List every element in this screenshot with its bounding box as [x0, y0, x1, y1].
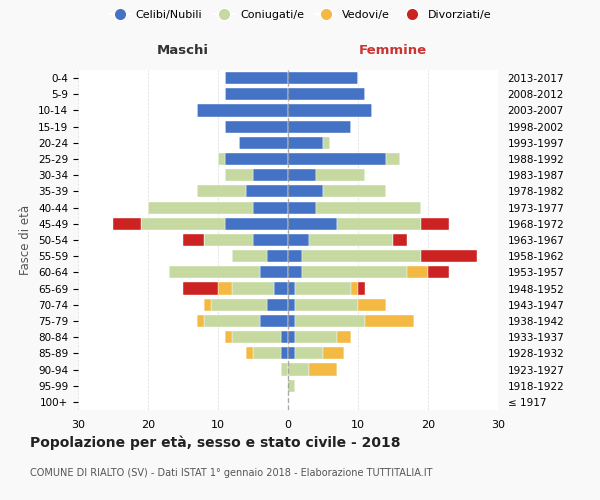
Text: Femmine: Femmine — [359, 44, 427, 57]
Bar — [393, 234, 407, 246]
Bar — [295, 298, 358, 311]
Bar — [386, 153, 400, 165]
Bar — [288, 104, 372, 117]
Bar — [225, 120, 288, 132]
Bar — [337, 331, 351, 343]
Bar — [232, 282, 274, 294]
Bar — [211, 298, 267, 311]
Bar — [288, 331, 295, 343]
Bar — [323, 137, 330, 149]
Bar — [288, 153, 386, 165]
Bar — [323, 186, 386, 198]
Bar — [288, 234, 309, 246]
Bar — [288, 298, 295, 311]
Bar — [309, 364, 337, 376]
Bar — [428, 266, 449, 278]
Bar — [197, 315, 204, 327]
Bar — [302, 266, 407, 278]
Bar — [225, 88, 288, 101]
Bar — [197, 104, 288, 117]
Bar — [302, 250, 421, 262]
Bar — [288, 364, 309, 376]
Bar — [183, 234, 204, 246]
Bar — [225, 218, 288, 230]
Bar — [295, 348, 323, 360]
Bar — [246, 186, 288, 198]
Bar — [421, 250, 477, 262]
Bar — [358, 282, 365, 294]
Bar — [295, 315, 365, 327]
Bar — [337, 218, 421, 230]
Bar — [316, 202, 421, 213]
Bar — [288, 72, 358, 84]
Bar — [316, 169, 365, 181]
Text: Popolazione per età, sesso e stato civile - 2018: Popolazione per età, sesso e stato civil… — [30, 435, 401, 450]
Bar — [288, 315, 295, 327]
Bar — [288, 250, 302, 262]
Bar — [407, 266, 428, 278]
Bar — [295, 282, 351, 294]
Bar — [267, 298, 288, 311]
Bar — [260, 315, 288, 327]
Bar — [281, 331, 288, 343]
Bar — [113, 218, 141, 230]
Y-axis label: Fasce di età: Fasce di età — [19, 205, 32, 275]
Bar — [232, 250, 267, 262]
Bar — [183, 282, 218, 294]
Bar — [253, 169, 288, 181]
Bar — [232, 331, 281, 343]
Bar — [281, 348, 288, 360]
Bar — [274, 282, 288, 294]
Bar — [288, 380, 295, 392]
Bar — [225, 153, 288, 165]
Bar — [358, 298, 386, 311]
Bar — [421, 218, 449, 230]
Bar — [204, 234, 253, 246]
Bar — [141, 218, 225, 230]
Bar — [288, 348, 295, 360]
Bar — [281, 364, 288, 376]
Bar — [253, 234, 288, 246]
Bar — [246, 348, 253, 360]
Bar — [323, 348, 344, 360]
Bar — [351, 282, 358, 294]
Bar — [288, 137, 323, 149]
Bar — [365, 315, 414, 327]
Bar — [288, 88, 365, 101]
Bar — [253, 348, 281, 360]
Bar — [148, 202, 253, 213]
Bar — [295, 331, 337, 343]
Bar — [288, 266, 302, 278]
Bar — [309, 234, 393, 246]
Bar — [260, 266, 288, 278]
Bar — [253, 202, 288, 213]
Bar — [288, 218, 337, 230]
Bar — [288, 186, 323, 198]
Bar — [204, 298, 211, 311]
Bar — [218, 153, 225, 165]
Bar — [267, 250, 288, 262]
Text: Maschi: Maschi — [157, 44, 209, 57]
Text: COMUNE DI RIALTO (SV) - Dati ISTAT 1° gennaio 2018 - Elaborazione TUTTITALIA.IT: COMUNE DI RIALTO (SV) - Dati ISTAT 1° ge… — [30, 468, 433, 477]
Bar — [218, 282, 232, 294]
Bar — [225, 72, 288, 84]
Bar — [169, 266, 260, 278]
Bar — [225, 331, 232, 343]
Bar — [288, 202, 316, 213]
Bar — [288, 282, 295, 294]
Bar — [288, 120, 351, 132]
Legend: Celibi/Nubili, Coniugati/e, Vedovi/e, Divorziati/e: Celibi/Nubili, Coniugati/e, Vedovi/e, Di… — [104, 6, 496, 25]
Bar — [288, 169, 316, 181]
Bar — [197, 186, 246, 198]
Bar — [204, 315, 260, 327]
Bar — [225, 169, 253, 181]
Bar — [239, 137, 288, 149]
